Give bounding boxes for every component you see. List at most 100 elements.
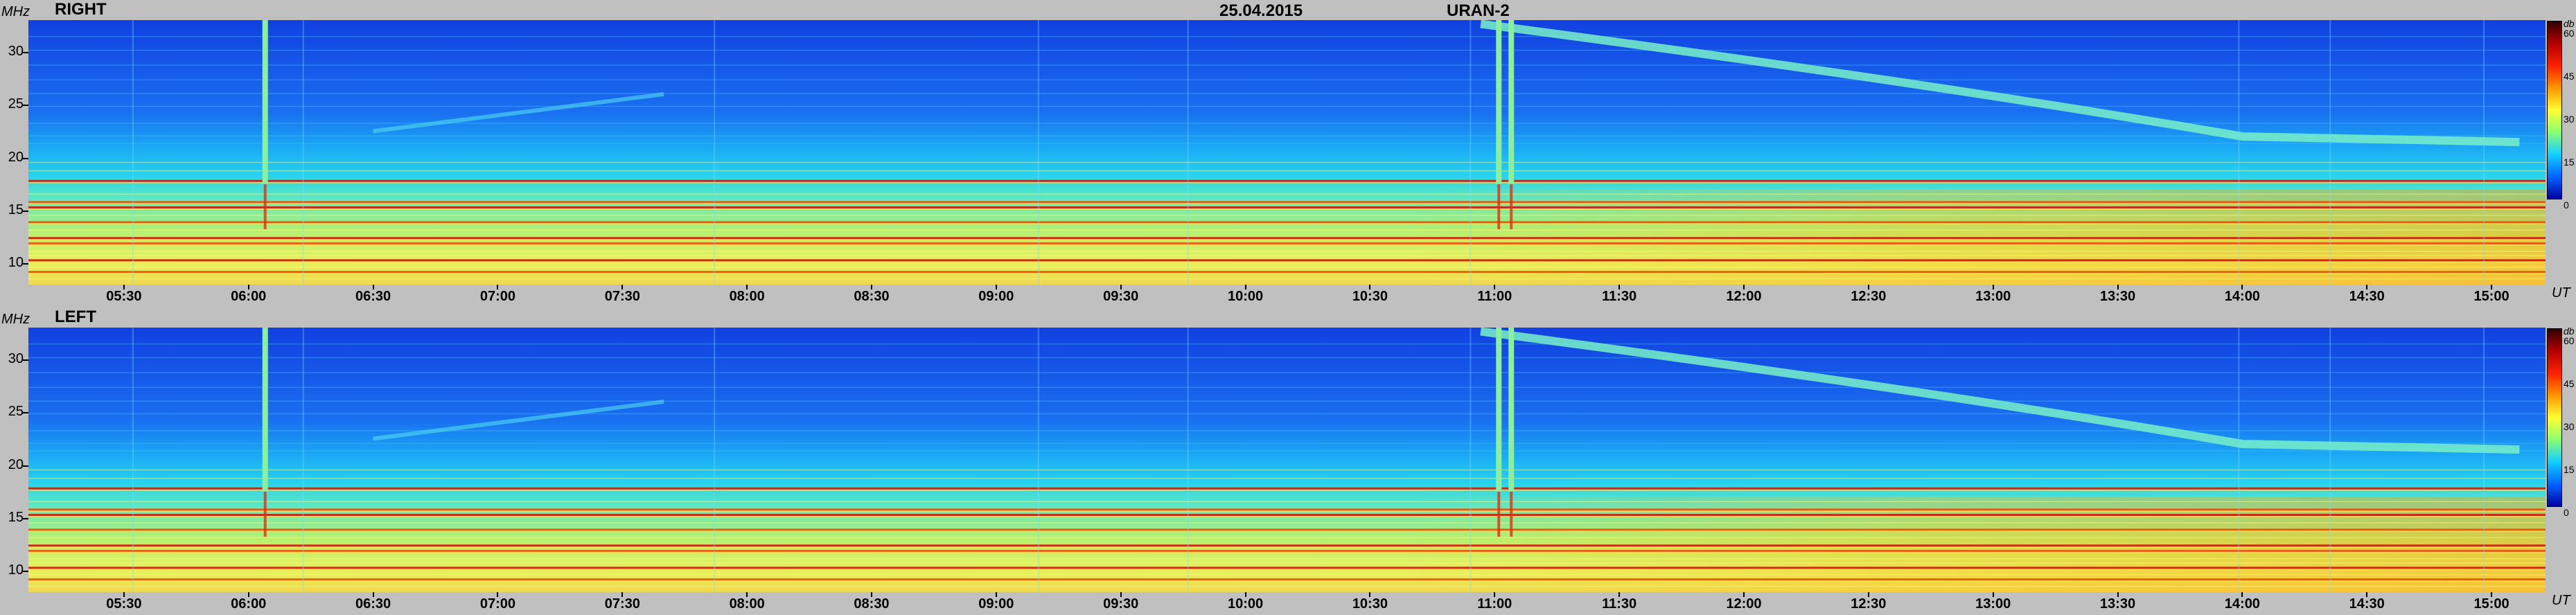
vertical-burst (262, 20, 268, 184)
x-unit-label: UT (2552, 285, 2570, 301)
x-tick-label: 08:00 (729, 289, 765, 304)
interference-line (28, 430, 2546, 431)
x-tick-mark (995, 285, 997, 289)
y-tick-mark (23, 465, 28, 467)
vertical-burst (1496, 20, 1502, 184)
colorbar-tick-label: 30 (2564, 114, 2575, 125)
interference-vline (302, 328, 304, 592)
bright-band-halo (28, 569, 2546, 571)
x-tick-label: 12:30 (1851, 596, 1887, 612)
bright-band (28, 508, 2546, 511)
x-tick-label: 13:30 (2099, 289, 2136, 304)
vertical-burst-lower (263, 491, 267, 537)
x-tick-label: 14:00 (2224, 289, 2260, 304)
x-tick-label: 06:00 (231, 596, 267, 612)
vertical-burst-lower (1497, 491, 1501, 537)
vertical-burst-lower (263, 184, 267, 229)
x-tick-mark (1369, 592, 1371, 597)
x-tick-mark (1992, 285, 1994, 289)
x-tick-mark (1244, 285, 1246, 289)
bright-band (28, 567, 2546, 569)
late-enhancement (28, 497, 2546, 592)
panel-right: RIGHT MHz 30 25 20 15 10 05:30 06:00 06:30 07:0… (1, 0, 2575, 304)
interference-line (28, 64, 2546, 66)
y-tick-label: 20 (8, 149, 24, 165)
spectrogram-svg (28, 20, 2546, 285)
x-tick-label: 11:30 (1602, 596, 1637, 612)
x-tick-label: 13:30 (2099, 596, 2136, 612)
x-tick-mark (870, 285, 872, 289)
x-tick-mark (1867, 285, 1869, 289)
colorbar-tick-label: 45 (2564, 71, 2575, 82)
bright-band (28, 221, 2546, 224)
colorbar-tick-label: 0 (2564, 199, 2569, 211)
interference-line (28, 501, 2546, 503)
y-tick-mark (23, 518, 28, 520)
bright-band (28, 237, 2546, 240)
x-tick-mark (1369, 285, 1371, 289)
interference-vline (2238, 20, 2240, 285)
drifting-burst (1480, 328, 2520, 454)
colorbar-unit: db (2564, 326, 2575, 337)
x-tick-label: 10:00 (1227, 596, 1264, 612)
interference-line (28, 278, 2546, 280)
interference-line (28, 400, 2546, 402)
y-tick-mark (23, 51, 28, 53)
interference-vline (2238, 328, 2240, 592)
x-tick-mark (746, 592, 748, 597)
spectrogram-plot (28, 20, 2546, 285)
x-tick-mark (2241, 592, 2243, 597)
y-tick-label: 10 (8, 562, 24, 578)
colorbar-gradient (2547, 328, 2562, 507)
bright-band (28, 578, 2546, 581)
bright-band (28, 242, 2546, 244)
x-tick-mark (123, 285, 125, 289)
y-tick-label: 30 (8, 43, 24, 59)
x-tick-mark (995, 592, 997, 597)
vertical-burst-lower (1510, 491, 1513, 537)
y-tick-label: 10 (8, 255, 24, 271)
y-tick-mark (23, 412, 28, 414)
bright-band-halo (28, 203, 2546, 205)
x-tick-label: 05:30 (106, 596, 142, 612)
interference-vline (132, 328, 134, 592)
x-tick-mark (497, 592, 499, 597)
y-tick-mark (23, 359, 28, 361)
interference-line (28, 443, 2546, 445)
y-unit-label: MHz (1, 4, 30, 19)
x-tick-mark (870, 592, 872, 597)
x-tick-mark (2117, 592, 2119, 597)
colorbar-gradient (2547, 21, 2562, 199)
x-tick-mark (1618, 285, 1621, 289)
x-tick-mark (2491, 285, 2493, 289)
panel-left: LEFT MHz 30 25 20 15 10 05:30 06:00 06:30 07:00… (0, 308, 2576, 615)
interference-line (28, 585, 2546, 587)
bright-band-halo (28, 510, 2546, 512)
x-tick-mark (2117, 285, 2119, 289)
bright-band (28, 271, 2546, 274)
bright-band-halo (28, 531, 2546, 533)
interference-line (28, 255, 2546, 256)
interference-line (28, 215, 2546, 216)
interference-line (28, 135, 2546, 137)
interference-line (28, 343, 2546, 345)
interference-line (28, 267, 2546, 268)
x-tick-mark (1867, 592, 1869, 597)
y-tick-label: 15 (8, 202, 24, 218)
bright-band-halo (28, 515, 2546, 517)
interference-vline (1037, 20, 1039, 285)
panel-title: RIGHT (55, 0, 107, 19)
bright-band-halo (28, 546, 2546, 549)
x-tick-mark (1494, 592, 1496, 597)
x-tick-label: 14:00 (2224, 596, 2260, 612)
panel-title: LEFT (55, 308, 96, 326)
spectrogram-svg (28, 328, 2546, 592)
spectrogram-plot (28, 328, 2546, 592)
interference-vline (132, 20, 134, 285)
interference-line (28, 574, 2546, 576)
vertical-burst-lower (1510, 184, 1513, 229)
x-tick-mark (2241, 285, 2243, 289)
x-tick-mark (372, 592, 374, 597)
x-tick-label: 06:30 (355, 596, 391, 612)
y-tick-label: 20 (8, 456, 24, 472)
